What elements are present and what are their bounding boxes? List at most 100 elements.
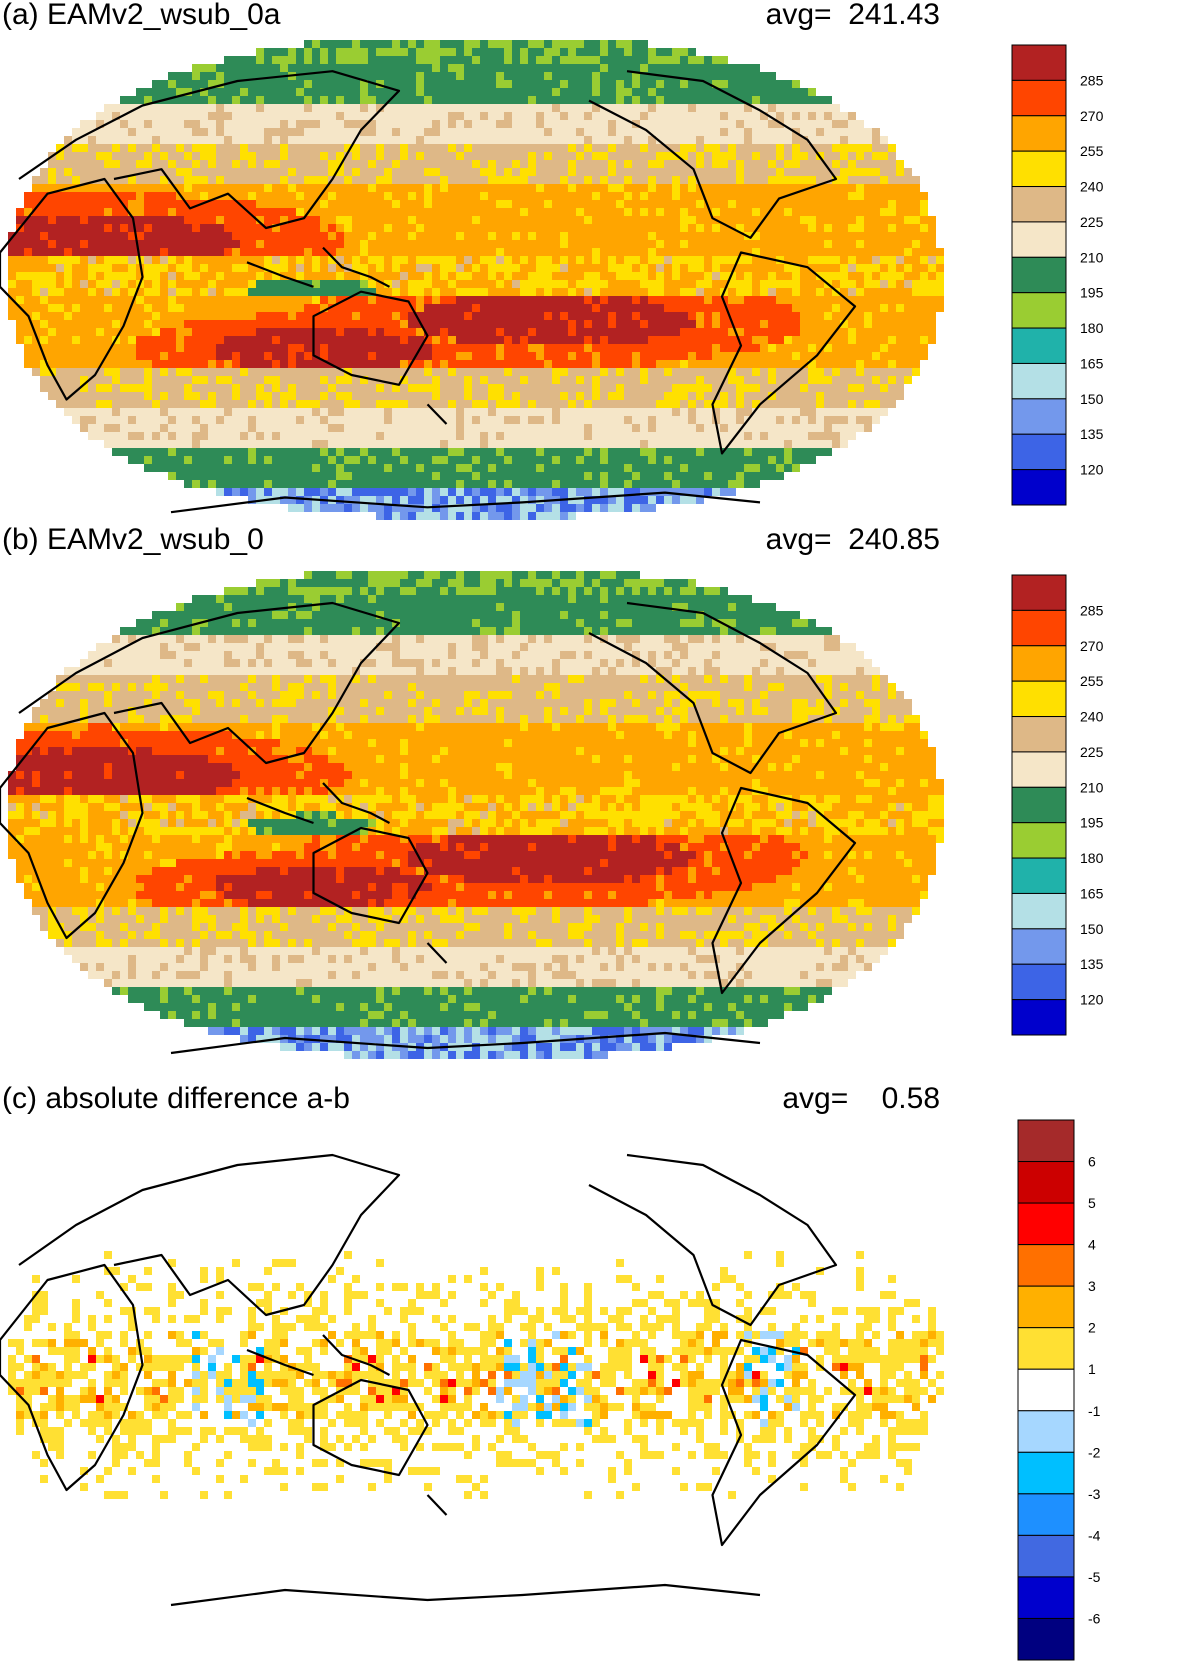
panel-a: (a) EAMv2_wsub_0a avg= 241.43 120 135 150 1… bbox=[0, 0, 1188, 525]
panel-a-title: (a) EAMv2_wsub_0a bbox=[2, 0, 281, 31]
colorbar-tick-label: 210 bbox=[1080, 779, 1104, 795]
colorbar-tick-label: 120 bbox=[1080, 992, 1104, 1008]
coastlines bbox=[0, 70, 857, 514]
panel-a-map bbox=[0, 40, 944, 520]
colorbar-tick-label: 165 bbox=[1080, 885, 1104, 901]
colorbar-tick-label: 225 bbox=[1080, 214, 1104, 230]
panel-a-colorbar: 120 135 150 165 180 195 210 225 240 255 270 285 bbox=[1011, 44, 1172, 515]
colorbar-tick-label: 3 bbox=[1088, 1278, 1096, 1294]
colorbar-tick-label: 4 bbox=[1088, 1237, 1096, 1253]
colorbar-swatch bbox=[1017, 1161, 1075, 1204]
colorbar-swatch bbox=[1011, 398, 1067, 435]
colorbar-swatch bbox=[1017, 1576, 1075, 1619]
colorbar-tick-label: 2 bbox=[1088, 1320, 1096, 1336]
colorbar-swatch bbox=[1011, 79, 1067, 117]
panel-c-title: (c) absolute difference a-b bbox=[2, 1082, 350, 1115]
colorbar-tick-label: -3 bbox=[1088, 1486, 1101, 1502]
colorbar-swatch bbox=[1017, 1244, 1075, 1287]
colorbar-tick-label: 210 bbox=[1080, 249, 1104, 265]
colorbar-tick-label: 165 bbox=[1080, 355, 1104, 371]
panel-b-avg: avg= 240.85 bbox=[766, 523, 940, 557]
colorbar-swatch bbox=[1011, 256, 1067, 294]
colorbar-tick-label: 120 bbox=[1080, 462, 1104, 478]
colorbar-swatch bbox=[1011, 469, 1067, 506]
colorbar-tick-label: 270 bbox=[1080, 108, 1104, 124]
colorbar-tick-label: 240 bbox=[1080, 179, 1104, 195]
colorbar-swatch bbox=[1011, 786, 1067, 824]
colorbar-swatch bbox=[1011, 221, 1067, 258]
colorbar-swatch bbox=[1017, 1327, 1075, 1370]
colorbar-swatch bbox=[1011, 574, 1067, 611]
colorbar-swatch bbox=[1011, 822, 1067, 859]
colorbar-tick-label: 240 bbox=[1080, 709, 1104, 725]
colorbar-tick-label: 1 bbox=[1088, 1361, 1096, 1377]
colorbar-swatch bbox=[1011, 362, 1067, 400]
panel-c: (c) absolute difference a-b avg= 0.58 -6… bbox=[0, 1075, 1188, 1677]
colorbar-tick-label: 270 bbox=[1080, 638, 1104, 654]
map-grid bbox=[8, 571, 944, 1059]
colorbar-swatch bbox=[1017, 1285, 1075, 1329]
colorbar-swatch bbox=[1017, 1202, 1075, 1246]
colorbar-tick-label: 5 bbox=[1088, 1195, 1096, 1211]
panel-b-title: (b) EAMv2_wsub_0 bbox=[2, 523, 264, 556]
colorbar-tick-label: -5 bbox=[1088, 1569, 1101, 1585]
colorbar-swatch bbox=[1011, 609, 1067, 647]
colorbar-tick-label: 285 bbox=[1080, 72, 1104, 88]
colorbar-tick-label: 6 bbox=[1088, 1154, 1096, 1170]
panel-b-colorbar: 120 135 150 165 180 195 210 225 240 255 270 285 bbox=[1011, 574, 1172, 1045]
panel-c-avg-label: avg= bbox=[782, 1082, 849, 1115]
colorbar-tick-label: 195 bbox=[1080, 815, 1104, 831]
colorbar-tick-label: 285 bbox=[1080, 602, 1104, 618]
colorbar-swatch bbox=[1011, 292, 1067, 329]
panel-b: (b) EAMv2_wsub_0 avg= 240.85 120 135 150 16… bbox=[0, 523, 1188, 1075]
colorbar-tick-label: 135 bbox=[1080, 956, 1104, 972]
colorbar-swatch bbox=[1011, 999, 1067, 1036]
colorbar-swatch bbox=[1011, 433, 1067, 471]
panel-a-avg-value: 241.43 bbox=[848, 0, 940, 31]
panel-c-avg-value: 0.58 bbox=[881, 1082, 940, 1115]
colorbar-tick-label: -2 bbox=[1088, 1444, 1101, 1460]
colorbar-swatch bbox=[1011, 327, 1067, 364]
colorbar-tick-label: -4 bbox=[1088, 1527, 1101, 1543]
colorbar-swatch bbox=[1011, 892, 1067, 930]
colorbar-swatch bbox=[1011, 645, 1067, 682]
colorbar-tick-label: 135 bbox=[1080, 426, 1104, 442]
colorbar-swatch bbox=[1011, 716, 1067, 753]
colorbar-tick-label: 255 bbox=[1080, 143, 1104, 159]
colorbar-tick-label: 150 bbox=[1080, 391, 1104, 407]
colorbar-swatch bbox=[1011, 44, 1067, 81]
colorbar-tick-label: 180 bbox=[1080, 850, 1104, 866]
colorbar-tick-label: 150 bbox=[1080, 921, 1104, 937]
colorbar-swatch bbox=[1017, 1493, 1075, 1536]
coastlines bbox=[0, 601, 857, 1055]
colorbar-swatch bbox=[1017, 1410, 1075, 1453]
panel-c-map bbox=[0, 1115, 950, 1615]
colorbar-swatch bbox=[1011, 857, 1067, 894]
colorbar-swatch bbox=[1017, 1617, 1075, 1661]
colorbar-tick-label: 195 bbox=[1080, 285, 1104, 301]
colorbar-tick-label: -6 bbox=[1088, 1610, 1101, 1626]
colorbar-tick-label: 255 bbox=[1080, 673, 1104, 689]
colorbar-swatch bbox=[1017, 1451, 1075, 1495]
colorbar-swatch bbox=[1011, 751, 1067, 788]
panel-a-avg: avg= 241.43 bbox=[766, 0, 940, 32]
map-grid bbox=[8, 40, 944, 520]
colorbar-swatch bbox=[1011, 928, 1067, 965]
colorbar-tick-label: 225 bbox=[1080, 744, 1104, 760]
map-grid bbox=[0, 1115, 950, 1615]
colorbar-swatch bbox=[1011, 115, 1067, 152]
panel-c-colorbar: -6 -5 -4 -3 -2 -1 1 2 3 4 5 6 bbox=[1017, 1119, 1178, 1670]
colorbar-swatch bbox=[1017, 1119, 1075, 1163]
colorbar-swatch bbox=[1011, 963, 1067, 1001]
colorbar-tick-label: -1 bbox=[1088, 1403, 1101, 1419]
panel-b-map bbox=[0, 571, 944, 1059]
panel-c-avg: avg= 0.58 bbox=[782, 1082, 940, 1116]
panel-a-avg-label: avg= bbox=[765, 0, 832, 31]
coastlines bbox=[0, 1153, 857, 1607]
colorbar-swatch bbox=[1017, 1368, 1075, 1412]
colorbar-tick-label: 180 bbox=[1080, 320, 1104, 336]
colorbar-swatch bbox=[1011, 680, 1067, 718]
colorbar-swatch bbox=[1017, 1534, 1075, 1578]
colorbar-swatch bbox=[1011, 186, 1067, 223]
panel-b-avg-value: 240.85 bbox=[848, 523, 940, 556]
